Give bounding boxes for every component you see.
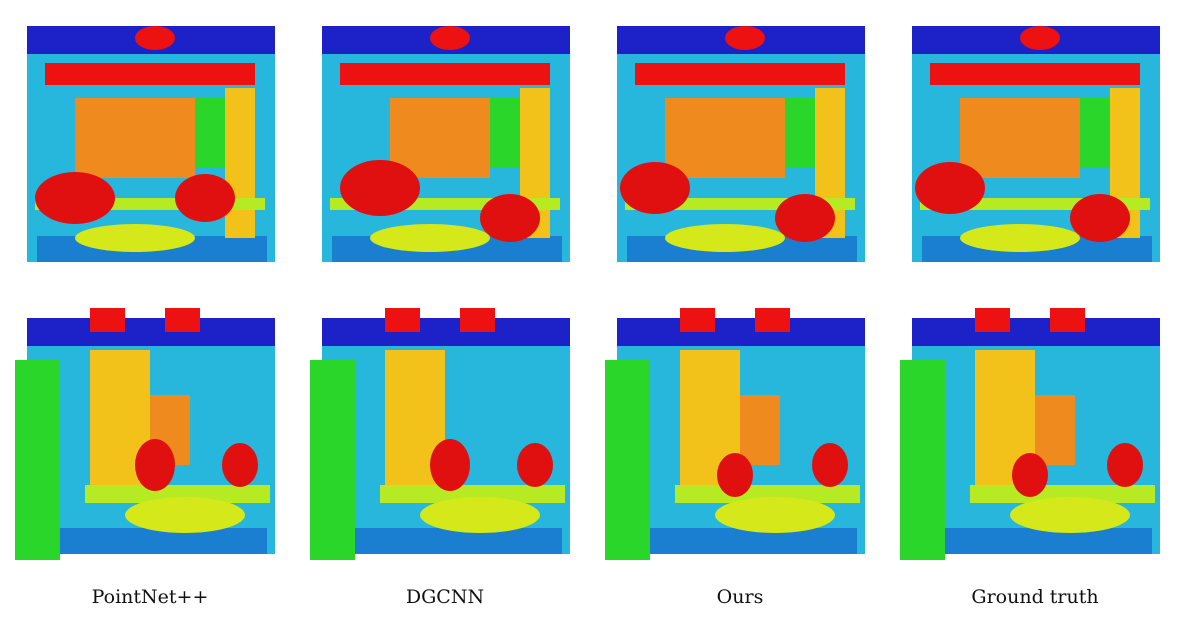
column-label-ours: Ours — [716, 586, 764, 608]
column-label-dgcnn: DGCNN — [405, 586, 485, 608]
column-label-pointnet: PointNet++ — [91, 586, 209, 608]
pointcloud-render — [322, 26, 570, 262]
pointcloud-render — [605, 308, 865, 560]
panel-groundtruth-scene2 — [900, 300, 1170, 570]
pointcloud-render — [27, 26, 275, 262]
pointcloud-render — [310, 308, 570, 560]
panel-ours-scene2 — [605, 300, 875, 570]
panel-pointnet-scene1 — [15, 8, 285, 278]
pointcloud-render — [912, 26, 1160, 262]
panel-dgcnn-scene2 — [310, 300, 580, 570]
panel-groundtruth-scene1 — [900, 8, 1170, 278]
pointcloud-render — [617, 26, 865, 262]
panel-ours-scene1 — [605, 8, 875, 278]
panel-dgcnn-scene1 — [310, 8, 580, 278]
column-label-ground-truth: Ground truth — [971, 586, 1099, 608]
pointcloud-render — [900, 308, 1160, 560]
panel-pointnet-scene2 — [15, 300, 285, 570]
pointcloud-render — [15, 308, 275, 560]
